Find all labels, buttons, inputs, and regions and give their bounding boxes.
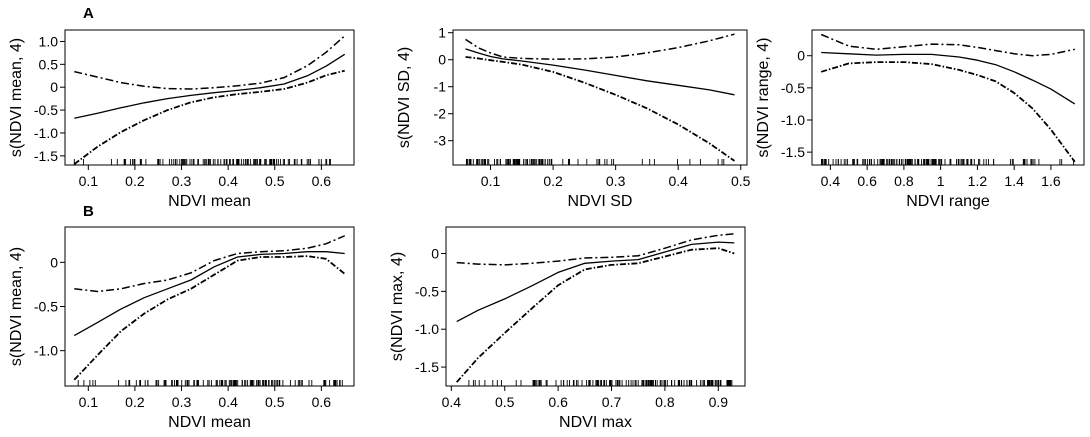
x-tick-label: 0.5 bbox=[265, 394, 285, 410]
lower-confidence-line bbox=[456, 247, 735, 383]
gam-plot-b-ndvi-max: 0.4 0.5 0.6 0.7 0.8 0.9 -1.5 -1.0 -0.5 0 NDVI max s… bbox=[389, 226, 746, 431]
x-tick-label: 0.7 bbox=[602, 394, 622, 410]
fit-line bbox=[74, 53, 346, 119]
y-axis-label: s(NDVI range, 4) bbox=[755, 37, 772, 157]
y-tick-label: -1.5 bbox=[415, 359, 439, 375]
x-axis-label: NDVI max bbox=[559, 414, 632, 431]
x-axis-label: NDVI mean bbox=[168, 193, 251, 210]
plot-frame bbox=[64, 226, 355, 387]
x-tick-label: 0.8 bbox=[894, 173, 914, 189]
upper-confidence-line bbox=[74, 35, 346, 90]
y-tick-label: 1.0 bbox=[39, 33, 59, 49]
y-axis-label: s(NDVI SD, 4) bbox=[396, 47, 413, 148]
upper-confidence-line bbox=[456, 233, 735, 266]
y-tick-label: 0 bbox=[50, 254, 58, 270]
y-tick-label: -0.5 bbox=[34, 102, 58, 118]
y-tick-label: -1.0 bbox=[415, 321, 439, 337]
x-tick-label: 0.1 bbox=[79, 173, 99, 189]
y-axis-label: s(NDVI mean, 4) bbox=[8, 247, 25, 366]
upper-confidence-line bbox=[820, 33, 1075, 57]
x-tick-label: 0.5 bbox=[495, 394, 515, 410]
rug-plot bbox=[73, 159, 331, 165]
gam-plot-a-ndvi-mean: 0.1 0.2 0.3 0.4 0.5 0.6 -1.5 -1.0 -0.5 0 0.5 1.0 NDV… bbox=[8, 29, 355, 210]
y-tick-label: -0.5 bbox=[781, 80, 805, 96]
y-axis-label: s(NDVI max, 4) bbox=[389, 252, 406, 361]
plot-frame bbox=[811, 29, 1085, 166]
rug-plot bbox=[468, 380, 733, 386]
rug-plot bbox=[77, 380, 343, 386]
y-tick-label: 1 bbox=[438, 25, 446, 41]
y-tick-label: -0.5 bbox=[34, 299, 58, 315]
x-axis-label: NDVI SD bbox=[568, 193, 633, 210]
x-tick-label: 0.6 bbox=[857, 173, 877, 189]
x-tick-label: 0.2 bbox=[125, 394, 145, 410]
rug-plot bbox=[465, 159, 725, 165]
gam-plot-a-ndvi-sd: 0.1 0.2 0.3 0.4 0.5 -3 -2 -1 0 1 NDVI SD s(NDVI SD,… bbox=[396, 25, 751, 210]
y-tick-label: -3 bbox=[434, 133, 447, 149]
plot-frame bbox=[452, 29, 748, 166]
x-tick-label: 0.2 bbox=[125, 173, 145, 189]
x-tick-label: 0.3 bbox=[172, 394, 192, 410]
panel-label-a: A bbox=[83, 5, 94, 22]
plot-frame bbox=[445, 226, 746, 387]
y-tick-label: -1.0 bbox=[781, 112, 805, 128]
fit-line bbox=[465, 48, 735, 96]
x-tick-label: 0.4 bbox=[218, 394, 238, 410]
x-tick-label: 0.4 bbox=[218, 173, 238, 189]
y-tick-label: 0 bbox=[431, 246, 439, 262]
y-tick-label: 0 bbox=[50, 79, 58, 95]
y-tick-label: -1.0 bbox=[34, 125, 58, 141]
x-tick-label: 1 bbox=[937, 173, 945, 189]
x-tick-label: 0.2 bbox=[543, 173, 563, 189]
x-tick-label: 0.1 bbox=[481, 173, 501, 189]
upper-confidence-line bbox=[465, 33, 735, 60]
x-tick-label: 0.6 bbox=[312, 394, 332, 410]
x-tick-label: 1.2 bbox=[968, 173, 988, 189]
x-tick-label: 0.1 bbox=[79, 394, 99, 410]
x-tick-label: 0.5 bbox=[731, 173, 751, 189]
upper-confidence-line bbox=[74, 235, 345, 293]
fit-line bbox=[73, 251, 345, 337]
x-tick-label: 0.4 bbox=[668, 173, 688, 189]
x-tick-label: 0.3 bbox=[606, 173, 626, 189]
gam-plot-b-ndvi-mean: 0.1 0.2 0.3 0.4 0.5 0.6 -1.0 -0.5 0 NDVI mean s(ND… bbox=[8, 226, 355, 431]
x-tick-label: 0.4 bbox=[442, 394, 462, 410]
x-tick-label: 1.4 bbox=[1004, 173, 1024, 189]
y-tick-label: 0 bbox=[438, 52, 446, 68]
x-tick-label: 0.6 bbox=[548, 394, 568, 410]
lower-confidence-line bbox=[73, 255, 346, 381]
y-tick-label: 0.5 bbox=[39, 56, 59, 72]
fit-line bbox=[821, 51, 1076, 105]
x-tick-label: 0.3 bbox=[172, 173, 192, 189]
lower-confidence-line bbox=[73, 69, 345, 165]
y-tick-label: -2 bbox=[434, 106, 447, 122]
y-tick-label: -1 bbox=[434, 79, 447, 95]
y-tick-label: -0.5 bbox=[415, 283, 439, 299]
x-tick-label: 0.8 bbox=[655, 394, 675, 410]
x-tick-label: 0.9 bbox=[709, 394, 729, 410]
y-tick-label: -1.5 bbox=[34, 148, 58, 164]
lower-confidence-line bbox=[820, 61, 1076, 163]
x-axis-label: NDVI range bbox=[906, 193, 990, 210]
x-tick-label: 0.4 bbox=[821, 173, 841, 189]
y-tick-label: -1.5 bbox=[781, 144, 805, 160]
gam-plot-a-ndvi-range: 0.4 0.6 0.8 1 1.2 1.4 1.6 -1.5 -1.0 -0.5 0 NDVI ran… bbox=[755, 29, 1085, 210]
y-axis-label: s(NDVI mean, 4) bbox=[8, 38, 25, 157]
x-tick-label: 1.6 bbox=[1041, 173, 1061, 189]
lower-confidence-line bbox=[465, 56, 736, 162]
x-axis-label: NDVI mean bbox=[168, 414, 251, 431]
y-tick-label: 0 bbox=[797, 48, 805, 64]
panel-label-b: B bbox=[83, 203, 94, 220]
y-tick-label: -1.0 bbox=[34, 343, 58, 359]
x-tick-label: 0.5 bbox=[265, 173, 285, 189]
fit-line bbox=[456, 241, 735, 323]
x-tick-label: 0.6 bbox=[312, 173, 332, 189]
rug-plot bbox=[821, 159, 1075, 165]
